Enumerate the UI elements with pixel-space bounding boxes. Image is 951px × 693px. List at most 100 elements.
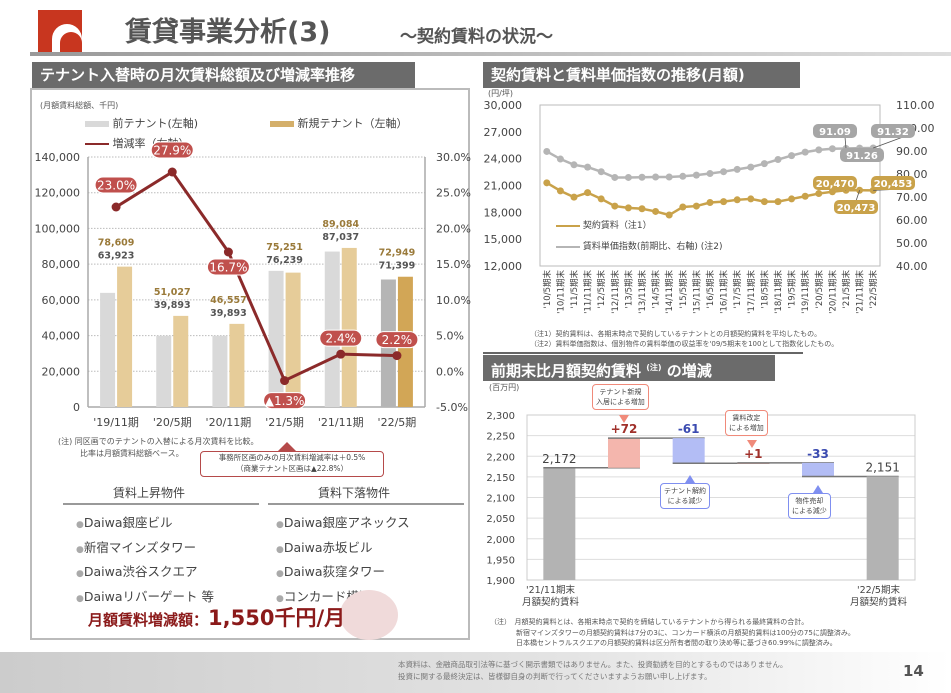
left-note-2: 比率は月額賃料総額ベース。 — [80, 449, 184, 458]
data-label-new: 89,084 — [322, 219, 359, 230]
left-note-1: (注) 同区画でのテナントの入替による月次賃料を比較。 — [58, 437, 259, 446]
x-tick: '15/11期末 — [691, 270, 702, 314]
value-label-bg — [871, 124, 915, 138]
series-point — [828, 145, 836, 153]
y-tick-left: 18,000 — [484, 206, 523, 219]
value-label: 91.26 — [846, 151, 878, 162]
rising-title: 賃料上昇物件 — [113, 486, 186, 500]
bar-new-tenant — [117, 266, 133, 407]
series-point — [692, 171, 700, 179]
series-point — [543, 147, 551, 155]
series-point — [720, 198, 728, 206]
y-tick-left: 0 — [73, 401, 80, 414]
waterfall-value-label: 2,151 — [865, 460, 899, 474]
rate-point — [336, 349, 346, 359]
x-tick: '11/11期末 — [583, 270, 594, 314]
label-leader — [855, 190, 860, 202]
waterfall-value-label: -61 — [678, 422, 700, 436]
series-point — [638, 173, 646, 181]
data-label-new: 51,027 — [154, 287, 191, 298]
x-tick: '20/5期末 — [814, 270, 825, 309]
data-label-new: 72,949 — [379, 248, 416, 259]
property-list-item: ●Daiwaリバーゲート 等 — [76, 588, 214, 604]
x-tick: '14/5期末 — [651, 270, 662, 309]
waterfall-xlabel-end: '22/5期末 月額契約賃料 — [850, 585, 908, 608]
data-label-new: 75,251 — [266, 242, 303, 253]
left-unit-label: (月額賃料総額、千円) — [40, 101, 119, 110]
y-tick: 2,050 — [486, 514, 515, 525]
property-list-item: ●Daiwa銀座ビル — [76, 515, 173, 530]
data-label-prev: 39,893 — [154, 300, 191, 311]
data-label-new: 46,557 — [210, 295, 247, 306]
data-label-new: 78,609 — [98, 238, 135, 249]
legend-rent: 契約賃料（注1） — [556, 216, 723, 237]
series-point — [638, 205, 646, 213]
y-tick-right: 70.00 — [896, 191, 928, 204]
series-point — [543, 179, 551, 187]
rent-note-1: （注1）契約賃料は、各期末時点で契約しているテナントとの月額契約賃料を平均したも… — [530, 330, 822, 338]
rate-label-bg — [206, 258, 250, 276]
x-tick: '18/5期末 — [759, 270, 770, 309]
series-point — [652, 207, 660, 215]
y-tick-right: 40.00 — [896, 260, 928, 273]
bar-new-tenant — [229, 323, 245, 407]
x-tick: '16/11期末 — [719, 270, 730, 314]
footer-band — [0, 652, 951, 693]
series-point — [679, 172, 687, 180]
callout-new-tenants: テナント新規 入居による増加 — [592, 384, 649, 410]
left-section-title: テナント入替時の月次賃料総額及び増減率推移 — [32, 62, 415, 88]
property-list-item: ●Daiwa赤坂ビル — [276, 539, 373, 555]
y-tick-left: 60,000 — [42, 294, 81, 307]
callout-line-1: 事務所区画のみの月次賃料増減率は＋0.5% — [218, 453, 366, 462]
rate-label: 27.9% — [153, 144, 191, 158]
callout-pointer — [278, 442, 296, 451]
waterfall-bar — [802, 462, 834, 477]
y-tick-left: 40,000 — [42, 330, 81, 343]
series-point — [584, 163, 592, 171]
value-label: 20,473 — [837, 203, 876, 214]
plot-frame — [526, 414, 916, 581]
series-point — [801, 148, 809, 156]
summary-label: 月額賃料増減額： — [88, 611, 209, 629]
rate-point — [392, 351, 402, 361]
x-tick: '19/5期末 — [787, 270, 798, 309]
property-list-item: ●Daiwa荻窪タワー — [276, 564, 386, 579]
y-tick: 1,950 — [486, 555, 515, 566]
series-point — [652, 173, 660, 181]
y-tick: 1,900 — [486, 576, 515, 587]
data-label-prev: 87,037 — [322, 232, 359, 243]
x-tick: '14/11期末 — [664, 270, 675, 314]
y-tick: 2,250 — [486, 432, 515, 443]
waterfall-xlabel-start: '21/11期末 月額契約賃料 — [522, 585, 580, 608]
rate-label-bg — [94, 176, 138, 194]
property-list-item: ●新宿マインズタワー — [76, 539, 197, 555]
legend-swatch-new — [270, 121, 294, 127]
rate-line — [115, 169, 397, 383]
summary-highlight — [340, 590, 398, 640]
y-tick-right: 60.00 — [896, 214, 928, 227]
waterfall-value-label: 2,172 — [542, 452, 576, 466]
value-label-bg — [813, 124, 857, 138]
left-callout: 事務所区画のみの月次賃料増減率は＋0.5% （商業テナント区画は▲22.8%） — [200, 451, 384, 477]
x-tick: '10/5期末 — [542, 270, 553, 309]
waterfall-bar — [672, 438, 705, 464]
series-point — [597, 195, 605, 203]
property-list-item: ●Daiwa渋谷スクエア — [76, 564, 198, 579]
series-point — [706, 170, 714, 178]
title-divider — [30, 52, 951, 56]
series-point — [774, 198, 782, 206]
footer-disclaimer: 本資料は、金融商品取引法等に基づく開示書類ではありません。また、投資勧誘を目的と… — [398, 660, 788, 681]
rent-unit-label: (円/坪) — [488, 89, 513, 98]
x-tick: '20/5期 — [153, 416, 192, 429]
page-subtitle: ～契約賃料の状況～ — [400, 27, 553, 47]
falling-title: 賃料下落物件 — [318, 486, 391, 500]
y-tick-left: 30,000 — [484, 99, 523, 112]
rate-point — [280, 376, 290, 386]
y-tick-right: 90.00 — [896, 145, 928, 158]
rent-trend-title: 契約賃料と賃料単価指数の推移(月額) — [483, 62, 800, 88]
waterfall-bar — [543, 467, 576, 580]
series-point — [597, 168, 605, 176]
y-tick-left: 27,000 — [484, 126, 523, 139]
